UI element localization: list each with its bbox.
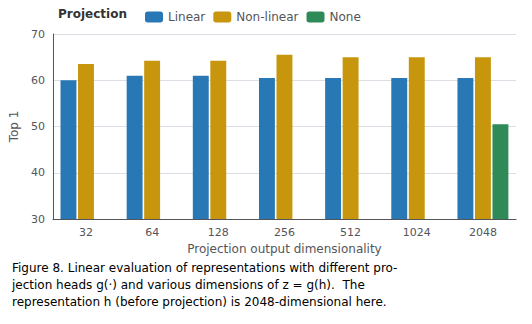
- svg-text:Projection output dimensionali: Projection output dimensionality: [187, 242, 382, 256]
- svg-text:50: 50: [31, 120, 45, 133]
- svg-text:128: 128: [208, 226, 229, 239]
- svg-text:512: 512: [340, 226, 361, 239]
- svg-text:30: 30: [31, 213, 45, 226]
- svg-text:Figure 8. Linear evaluation of: Figure 8. Linear evaluation of represent…: [12, 261, 397, 275]
- svg-text:64: 64: [145, 226, 159, 239]
- svg-text:jection heads g(·) and various: jection heads g(·) and various dimension…: [11, 278, 365, 292]
- svg-text:Projection: Projection: [58, 7, 127, 21]
- svg-text:None: None: [329, 10, 360, 24]
- svg-text:32: 32: [79, 226, 93, 239]
- svg-text:70: 70: [31, 28, 45, 41]
- svg-text:1024: 1024: [403, 226, 431, 239]
- svg-text:40: 40: [31, 166, 45, 179]
- svg-text:256: 256: [274, 226, 295, 239]
- svg-text:2048: 2048: [469, 226, 497, 239]
- svg-text:60: 60: [31, 74, 45, 87]
- svg-text:Non-linear: Non-linear: [236, 10, 298, 24]
- svg-text:representation h (before proje: representation h (before projection) is …: [12, 295, 387, 309]
- svg-text:Top 1: Top 1: [7, 111, 21, 144]
- svg-text:Linear: Linear: [168, 10, 205, 24]
